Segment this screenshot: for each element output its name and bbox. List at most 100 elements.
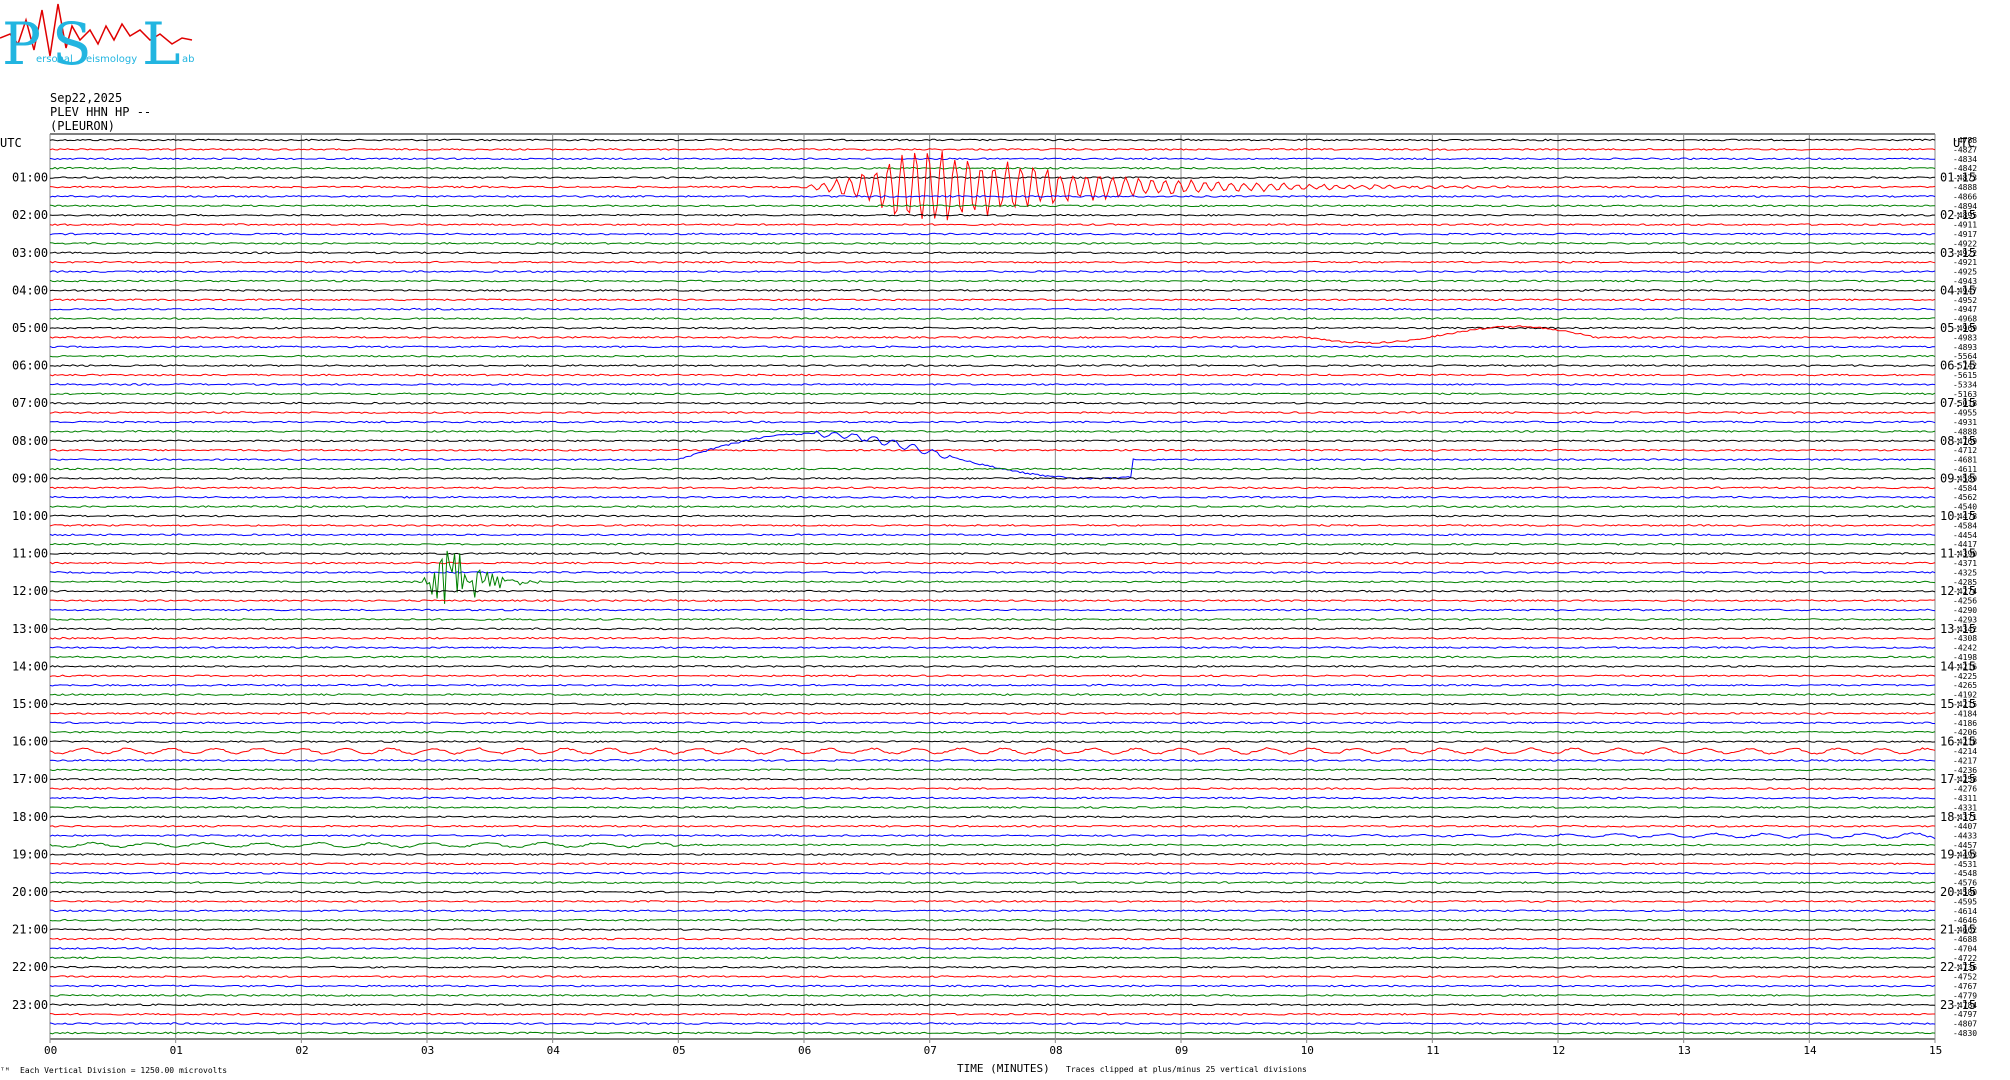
logo-text-ab: ab <box>182 54 194 65</box>
right-hour-label: 20:15 <box>1940 885 1976 899</box>
row-value-label: -4925 <box>1953 268 1977 277</box>
right-hour-label: 18:15 <box>1940 810 1976 824</box>
left-hour-label: 17:00 <box>12 772 48 786</box>
row-value-label: -4894 <box>1953 202 1977 211</box>
x-tick-label: 03 <box>421 1044 434 1057</box>
row-value-label: -4983 <box>1953 333 1977 342</box>
left-hour-label: 01:00 <box>12 171 48 185</box>
row-value-label: -4767 <box>1953 982 1977 991</box>
row-value-label: -4531 <box>1953 860 1977 869</box>
trace-row <box>49 298 1936 302</box>
row-value-label: -4258 <box>1953 775 1977 784</box>
x-tick-label: 11 <box>1426 1044 1439 1057</box>
row-value-label: -4834 <box>1953 155 1977 164</box>
row-value-label: -5564 <box>1953 352 1977 361</box>
trace-row <box>49 514 1936 518</box>
x-tick-label: 07 <box>924 1044 937 1057</box>
trace-row <box>49 550 1936 604</box>
right-hour-label: 19:15 <box>1940 847 1976 861</box>
row-value-label: -4712 <box>1953 446 1977 455</box>
x-axis-title: TIME (MINUTES) <box>957 1062 1050 1075</box>
right-hour-label: 07:15 <box>1940 396 1976 410</box>
row-value-label: -4285 <box>1953 578 1977 587</box>
row-value-label: -4611 <box>1953 465 1977 474</box>
right-hour-label: 05:15 <box>1940 321 1976 335</box>
trace-row <box>49 832 1936 840</box>
right-hour-label: 02:15 <box>1940 208 1976 222</box>
logo-text-eismology: eismology <box>86 54 137 65</box>
row-value-label: -4917 <box>1953 230 1977 239</box>
trace-row <box>49 317 1935 320</box>
left-hour-label: 10:00 <box>12 509 48 523</box>
row-value-label: -4311 <box>1953 794 1977 803</box>
row-value-label: -4784 <box>1953 1001 1977 1010</box>
row-value-label: -4797 <box>1953 1010 1977 1019</box>
trace-row <box>49 747 1936 755</box>
row-value-label: -4589 <box>1953 474 1977 483</box>
trace-row <box>49 213 1936 217</box>
right-hour-label: 08:15 <box>1940 434 1976 448</box>
right-hour-label: 14:15 <box>1940 659 1976 673</box>
left-axis-title: UTC <box>0 136 22 150</box>
right-hour-label: 01:15 <box>1940 171 1976 185</box>
trace-row <box>49 740 1936 743</box>
trace-row <box>49 1012 1935 1016</box>
trace-row <box>49 195 1936 198</box>
trace-row <box>49 467 1936 471</box>
x-tick-label: 04 <box>547 1044 561 1057</box>
left-hour-label: 11:00 <box>12 547 48 561</box>
trace-row <box>49 636 1936 640</box>
trace-row <box>49 984 1936 988</box>
trace-row <box>49 730 1936 734</box>
trace-row <box>49 561 1936 565</box>
row-value-label: -4325 <box>1953 568 1977 577</box>
row-value-label: -4866 <box>1953 192 1977 201</box>
row-value-label: -4842 <box>1953 164 1977 173</box>
row-value-label: -4274 <box>1953 587 1977 596</box>
grid-layer <box>49 133 1936 1043</box>
left-hour-label: 20:00 <box>12 885 48 899</box>
row-value-label: -4931 <box>1953 418 1977 427</box>
right-hour-label: 16:15 <box>1940 735 1976 749</box>
trace-row <box>49 655 1936 659</box>
x-tick-label: 09 <box>1175 1044 1188 1057</box>
row-value-label: -4265 <box>1953 681 1977 690</box>
row-value-label: -4895 <box>1953 211 1977 220</box>
trace-row <box>49 900 1936 903</box>
row-value-label: -4952 <box>1953 296 1977 305</box>
logo-letter-p: P <box>2 10 41 72</box>
right-hour-label: 22:15 <box>1940 960 1976 974</box>
trace-row <box>50 307 1936 311</box>
left-hour-label: 12:00 <box>12 584 48 598</box>
row-value-label: -4614 <box>1953 907 1977 916</box>
right-hour-label: 03:15 <box>1940 246 1976 260</box>
trace-row <box>49 956 1936 960</box>
row-value-label: -4217 <box>1953 756 1977 765</box>
trace-row <box>49 937 1936 941</box>
row-value-label: -4192 <box>1953 691 1977 700</box>
row-value-label: -4390 <box>1953 550 1977 559</box>
row-value-label: -4206 <box>1953 728 1977 737</box>
row-value-label: -4968 <box>1953 315 1977 324</box>
row-value-label: -4407 <box>1953 822 1977 831</box>
row-value-label: -4293 <box>1953 615 1977 624</box>
left-hour-label: 05:00 <box>12 321 48 335</box>
row-value-label: -4417 <box>1953 540 1977 549</box>
trace-row <box>49 646 1936 649</box>
left-hour-label: 16:00 <box>12 735 48 749</box>
right-hour-label: 21:15 <box>1940 923 1976 937</box>
row-value-label: -4595 <box>1953 897 1977 906</box>
row-value-label: -4646 <box>1953 916 1977 925</box>
row-value-label: -4256 <box>1953 597 1977 606</box>
x-tick-label: 15 <box>1929 1044 1942 1057</box>
row-value-label: -4371 <box>1953 813 1977 822</box>
trace-row <box>49 571 1936 574</box>
row-value-label: -4873 <box>1953 174 1977 183</box>
trace-row <box>49 806 1936 809</box>
right-hour-label: 15:15 <box>1940 697 1976 711</box>
right-hour-label: 06:15 <box>1940 359 1976 373</box>
trace-row <box>49 693 1936 696</box>
trace-row <box>49 721 1935 725</box>
trace-row <box>49 702 1935 706</box>
trace-row <box>50 599 1936 602</box>
